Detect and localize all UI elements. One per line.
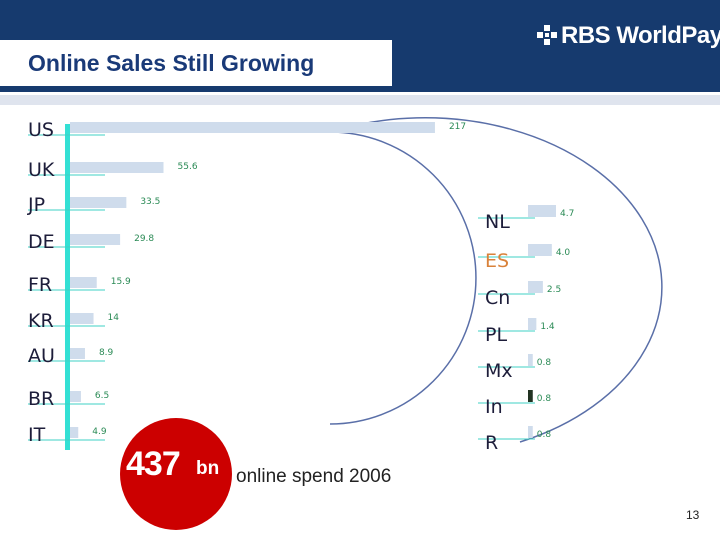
total-value: 437 [126, 445, 181, 483]
category-label-au: AU [28, 345, 55, 367]
right-value-label-r: 0.8 [537, 430, 552, 440]
right-bar-es [528, 244, 552, 256]
value-label-jp: 33.5 [140, 197, 160, 207]
right-value-label-mx: 0.8 [537, 358, 552, 368]
right-category-label-cn: Cn [485, 287, 510, 309]
brand-logo-text: RBS WorldPay [561, 22, 720, 49]
value-label-de: 29.8 [134, 234, 154, 244]
category-label-uk: UK [28, 159, 55, 181]
category-label-de: DE [28, 231, 55, 253]
bar-jp [70, 197, 127, 208]
right-value-label-pl: 1.4 [540, 322, 555, 332]
right-bar-in [528, 390, 533, 402]
total-caption: online spend 2006 [236, 466, 392, 487]
right-value-label-nl: 4.7 [560, 209, 574, 219]
slide-title: Online Sales Still Growing [28, 50, 315, 76]
category-label-us: US [28, 119, 54, 141]
title-band [0, 40, 392, 86]
right-category-label-r: R [485, 432, 498, 454]
category-label-it: IT [28, 424, 46, 446]
value-label-it: 4.9 [92, 427, 107, 437]
value-label-au: 8.9 [99, 348, 114, 358]
category-label-kr: KR [28, 310, 54, 332]
right-bar-mx [528, 354, 533, 366]
right-value-label-es: 4.0 [556, 248, 571, 258]
rbs-daisy-icon [536, 24, 558, 46]
value-label-fr: 15.9 [111, 277, 131, 287]
category-label-jp: JP [27, 194, 45, 216]
total-unit: bn [196, 458, 220, 479]
category-label-br: BR [28, 388, 54, 410]
value-label-kr: 14 [108, 313, 120, 323]
right-bar-cn [528, 281, 543, 293]
bar-br [70, 391, 81, 402]
page-number: 13 [686, 508, 700, 522]
right-bar-pl [528, 318, 537, 330]
right-value-label-in: 0.8 [537, 394, 552, 404]
right-value-label-cn: 2.5 [547, 285, 561, 295]
right-category-label-pl: PL [485, 324, 507, 346]
bar-fr [70, 277, 97, 288]
left-axis-line [65, 124, 70, 450]
right-bar-nl [528, 205, 556, 217]
right-bar-r [528, 426, 533, 438]
bar-de [70, 234, 121, 245]
header-subbar [0, 95, 720, 105]
category-label-fr: FR [28, 274, 52, 296]
bar-kr [70, 313, 94, 324]
bar-uk [70, 162, 164, 173]
brand-logo: RBS WorldPay [536, 22, 720, 50]
value-label-uk: 55.6 [178, 162, 198, 172]
total-badge [120, 418, 232, 530]
bar-us [70, 122, 435, 133]
markets-arc [329, 117, 663, 443]
right-category-label-mx: Mx [485, 360, 513, 382]
right-category-label-in: In [485, 396, 503, 418]
bar-it [70, 427, 79, 438]
header-separator [0, 92, 720, 95]
value-label-us: 217 [449, 122, 466, 132]
value-label-br: 6.5 [95, 391, 109, 401]
right-category-label-es: ES [485, 250, 509, 272]
bar-au [70, 348, 85, 359]
right-category-label-nl: NL [485, 211, 510, 233]
